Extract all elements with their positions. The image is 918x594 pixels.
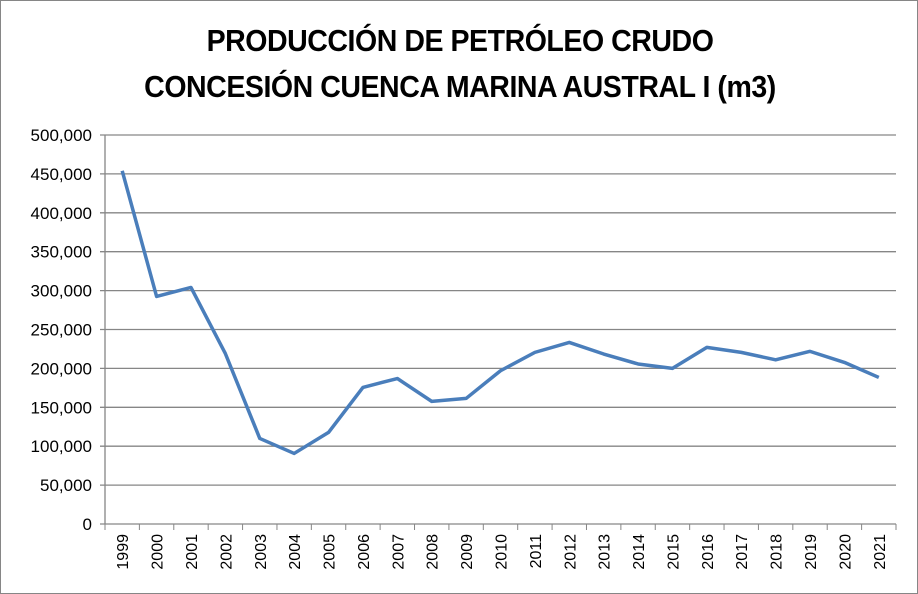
x-tick-label: 2002 bbox=[218, 534, 235, 570]
x-tick-label: 2009 bbox=[459, 534, 476, 570]
x-tick-label: 2004 bbox=[287, 534, 304, 570]
x-tick-label: 2016 bbox=[700, 534, 717, 570]
y-tick-label: 0 bbox=[83, 515, 92, 534]
chart-title-line-2: CONCESIÓN CUENCA MARINA AUSTRAL I (m3) bbox=[144, 69, 776, 104]
x-tick-label: 2003 bbox=[253, 534, 270, 570]
x-tick-label: 2014 bbox=[631, 534, 648, 570]
x-tick-label: 2017 bbox=[734, 534, 751, 570]
y-tick-label: 150,000 bbox=[31, 398, 92, 417]
y-tick-label: 300,000 bbox=[31, 282, 92, 301]
x-tick-label: 2015 bbox=[665, 534, 682, 570]
x-tick-label: 2018 bbox=[769, 534, 786, 570]
y-tick-label: 250,000 bbox=[31, 321, 92, 340]
y-tick-label: 100,000 bbox=[31, 437, 92, 456]
x-tick-label: 2019 bbox=[803, 534, 820, 570]
x-tick-label: 2020 bbox=[837, 534, 854, 570]
x-tick-label: 2001 bbox=[184, 534, 201, 570]
x-tick-label: 2008 bbox=[425, 534, 442, 570]
y-tick-label: 400,000 bbox=[31, 204, 92, 223]
x-tick-label: 2013 bbox=[597, 534, 614, 570]
x-tick-label: 2005 bbox=[322, 534, 339, 570]
x-tick-label: 2012 bbox=[562, 534, 579, 570]
x-tick-label: 1999 bbox=[115, 534, 132, 570]
x-tick-label: 2011 bbox=[528, 534, 545, 569]
x-tick-label: 2007 bbox=[390, 534, 407, 570]
y-tick-label: 200,000 bbox=[31, 359, 92, 378]
x-tick-label: 2000 bbox=[150, 534, 167, 570]
y-tick-label: 450,000 bbox=[31, 165, 92, 184]
chart-title-line-1: PRODUCCIÓN DE PETRÓLEO CRUDO bbox=[206, 23, 714, 58]
x-tick-label: 2021 bbox=[872, 534, 889, 570]
x-tick-label: 2010 bbox=[494, 534, 511, 570]
y-tick-label: 350,000 bbox=[31, 243, 92, 262]
y-tick-label: 50,000 bbox=[40, 476, 92, 495]
y-tick-label: 500,000 bbox=[31, 126, 92, 145]
x-tick-label: 2006 bbox=[356, 534, 373, 570]
